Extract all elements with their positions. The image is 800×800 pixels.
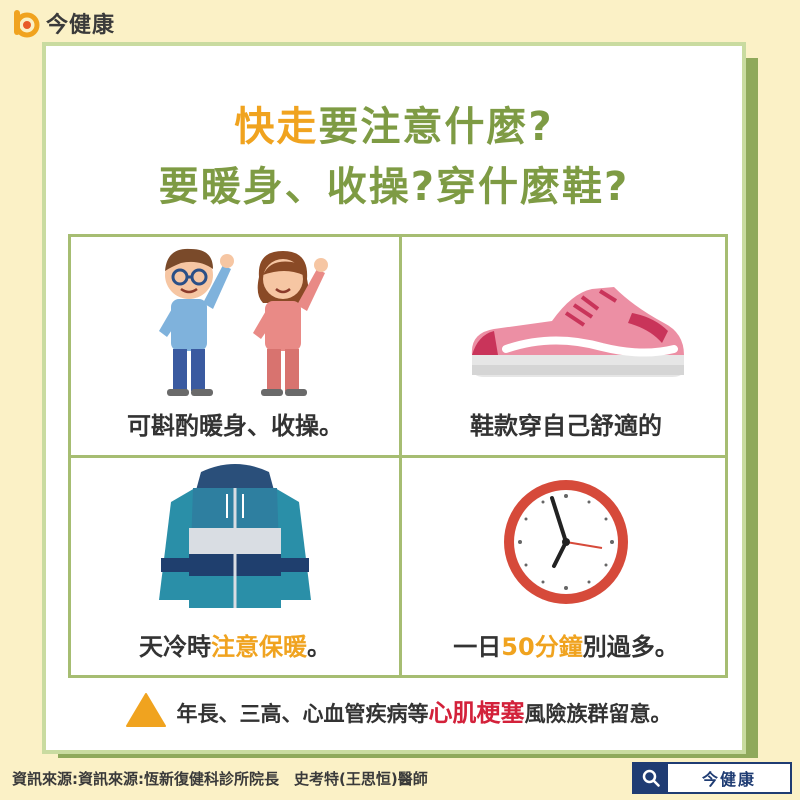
headline-line1: 快走要注意什麼? bbox=[46, 94, 742, 152]
tip-shoes: 鞋款穿自己舒適的 bbox=[402, 237, 730, 455]
headline-line1-rest: 要注意什麼? bbox=[318, 104, 554, 150]
jacket-icon bbox=[159, 464, 311, 608]
tip-duration-caption: 一日50分鐘別過多。 bbox=[402, 627, 730, 662]
tip-warmth: 天冷時注意保暖。 bbox=[71, 458, 399, 676]
brand-mark-icon bbox=[14, 10, 40, 38]
brand-name: 今健康 bbox=[46, 13, 116, 38]
tip-duration-caption-before: 一日 bbox=[453, 633, 502, 661]
grid-divider-horizontal bbox=[71, 455, 725, 458]
infographic-panel: 快走要注意什麼? 要暖身、收操?穿什麼鞋? bbox=[42, 42, 746, 754]
risk-warning-after: 風險族群留意。 bbox=[524, 701, 672, 726]
warning-triangle-icon bbox=[125, 693, 166, 727]
tip-duration: 一日50分鐘別過多。 bbox=[402, 458, 730, 676]
tip-warmth-caption-before: 天冷時 bbox=[139, 633, 211, 661]
tip-duration-caption-after: 別過多。 bbox=[582, 633, 679, 661]
headline-line2: 要暖身、收操?穿什麼鞋? bbox=[158, 164, 630, 210]
tip-warmth-caption-highlight: 注意保暖 bbox=[211, 633, 307, 661]
risk-warning: 年長、三高、心血管疾病等心肌梗塞風險族群留意。 bbox=[68, 688, 728, 732]
tip-duration-caption-highlight: 50分鐘 bbox=[501, 633, 583, 661]
sneaker-icon bbox=[471, 287, 684, 377]
search-label[interactable]: 今健康 bbox=[701, 770, 756, 789]
brand-logo: 今健康 bbox=[10, 6, 115, 40]
source-credit: 資訊來源:資訊來源:恆新復健科診所院長 史考特(王思恒)醫師 bbox=[12, 770, 428, 788]
risk-warning-before: 年長、三高、心血管疾病等 bbox=[176, 701, 429, 726]
clock-icon bbox=[504, 480, 628, 604]
tip-warmth-caption-after: 。 bbox=[307, 633, 331, 661]
risk-warning-text: 年長、三高、心血管疾病等心肌梗塞風險族群留意。 bbox=[177, 693, 672, 728]
search-icon[interactable] bbox=[634, 764, 668, 792]
tip-shoes-caption: 鞋款穿自己舒適的 bbox=[470, 412, 662, 440]
search-box[interactable]: 今健康 bbox=[632, 762, 792, 794]
tip-warmup: 可斟酌暖身、收操。 bbox=[71, 237, 399, 455]
stretching-couple-icon bbox=[159, 248, 328, 396]
headline-highlight: 快走 bbox=[234, 104, 319, 150]
tips-grid: 可斟酌暖身、收操。 鞋款穿自己舒適的 bbox=[68, 234, 728, 678]
tip-warmup-caption: 可斟酌暖身、收操。 bbox=[127, 412, 343, 440]
tip-warmth-caption: 天冷時注意保暖。 bbox=[71, 627, 399, 662]
risk-warning-highlight: 心肌梗塞 bbox=[428, 698, 525, 727]
